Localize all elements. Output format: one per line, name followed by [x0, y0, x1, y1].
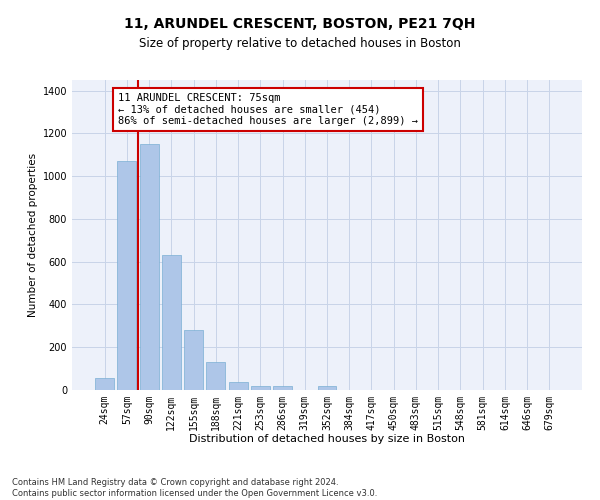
Bar [317, 386, 337, 390]
Bar [95, 378, 114, 390]
Bar [140, 144, 158, 390]
Bar [273, 386, 292, 390]
Text: 11 ARUNDEL CRESCENT: 75sqm
← 13% of detached houses are smaller (454)
86% of sem: 11 ARUNDEL CRESCENT: 75sqm ← 13% of deta… [118, 93, 418, 126]
Text: Contains HM Land Registry data © Crown copyright and database right 2024.
Contai: Contains HM Land Registry data © Crown c… [12, 478, 377, 498]
Bar [251, 386, 270, 390]
Text: Size of property relative to detached houses in Boston: Size of property relative to detached ho… [139, 38, 461, 51]
X-axis label: Distribution of detached houses by size in Boston: Distribution of detached houses by size … [189, 434, 465, 444]
Bar [118, 161, 136, 390]
Bar [206, 362, 225, 390]
Bar [184, 330, 203, 390]
Y-axis label: Number of detached properties: Number of detached properties [28, 153, 38, 317]
Bar [162, 256, 181, 390]
Text: 11, ARUNDEL CRESCENT, BOSTON, PE21 7QH: 11, ARUNDEL CRESCENT, BOSTON, PE21 7QH [124, 18, 476, 32]
Bar [229, 382, 248, 390]
